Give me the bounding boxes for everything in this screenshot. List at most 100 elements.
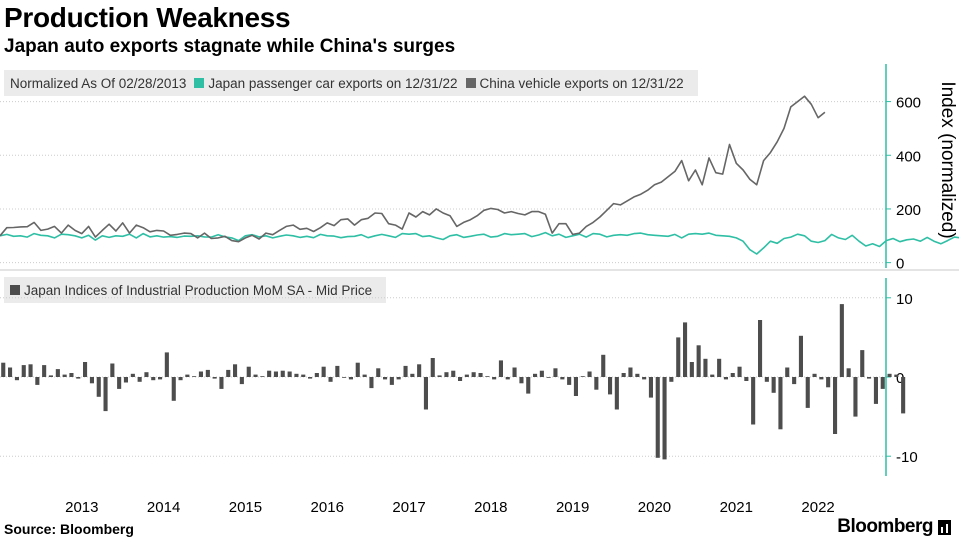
- x-tick-label-2019: 2019: [556, 499, 589, 516]
- x-tick-label-2013: 2013: [65, 499, 98, 516]
- ip-bar-39: [267, 370, 272, 377]
- ip-bar-54: [369, 377, 374, 389]
- ip-bar-83: [567, 377, 572, 385]
- ip-bar-101: [689, 362, 694, 377]
- ip-bar-55: [376, 368, 381, 377]
- ip-bar-76: [519, 377, 524, 384]
- ip-bar-12: [83, 362, 88, 377]
- ip-bar-56: [383, 377, 388, 380]
- ip-bar-127: [867, 377, 872, 379]
- top-y-axis-label: Index (normalized): [937, 81, 958, 238]
- ip-bar-91: [621, 373, 626, 377]
- ip-bar-122: [833, 377, 838, 434]
- ip-bar-0: [1, 362, 6, 377]
- ip-bar-16: [110, 363, 115, 377]
- legend-normalized-note: Normalized As Of 02/28/2013: [10, 75, 187, 91]
- ip-bar-43: [294, 373, 299, 377]
- ip-bar-8: [55, 369, 60, 377]
- ip-bar-88: [601, 354, 606, 377]
- x-tick-label-2021: 2021: [720, 499, 753, 516]
- ip-bar-125: [853, 377, 858, 417]
- ip-bar-120: [819, 377, 824, 380]
- ip-bar-119: [812, 373, 817, 377]
- ip-bar-62: [423, 377, 428, 410]
- ip-bar-130: [887, 373, 892, 377]
- series-line-china: [0, 95, 826, 243]
- ip-bar-44: [301, 374, 306, 377]
- ip-bar-110: [751, 377, 756, 425]
- legend-japan-exports: Japan passenger car exports on 12/31/22: [194, 76, 458, 91]
- x-tick-label-2020: 2020: [638, 499, 671, 516]
- ip-bar-72: [492, 377, 497, 380]
- ip-bar-117: [798, 335, 803, 377]
- ip-bar-3: [21, 365, 26, 377]
- ip-bar-99: [676, 337, 681, 377]
- ip-bar-63: [430, 358, 435, 377]
- ip-bar-1: [8, 367, 13, 377]
- bloomberg-logo-text: Bloomberg: [837, 516, 933, 537]
- ip-bar-113: [771, 377, 776, 393]
- top-y-tick-label-400: 400: [896, 148, 921, 165]
- ip-bar-9: [62, 374, 67, 377]
- bottom-y-tick-label-10: 10: [896, 291, 913, 308]
- ip-bar-118: [805, 377, 810, 408]
- ip-bar-124: [846, 368, 851, 377]
- ip-bar-34: [233, 364, 238, 377]
- ip-bar-109: [744, 377, 749, 381]
- ip-bar-26: [178, 377, 183, 381]
- ip-bar-19: [130, 373, 135, 377]
- ip-bar-40: [273, 371, 278, 377]
- ip-bar-75: [512, 367, 517, 377]
- legend-label-china: China vehicle exports on 12/31/22: [479, 75, 684, 91]
- ip-bar-59: [403, 365, 408, 377]
- ip-bar-29: [198, 371, 203, 377]
- ip-bar-73: [498, 360, 503, 377]
- legend-label-industrial-production: Japan Indices of Industrial Production M…: [24, 282, 373, 298]
- ip-bar-85: [580, 376, 585, 377]
- ip-bar-4: [28, 364, 33, 377]
- ip-bar-20: [137, 377, 142, 382]
- ip-bar-64: [437, 375, 442, 377]
- bloomberg-logo: Bloomberg: [837, 516, 951, 538]
- ip-bar-57: [389, 377, 394, 385]
- ip-bar-92: [628, 367, 633, 377]
- ip-bar-96: [655, 377, 660, 458]
- ip-bar-5: [35, 377, 40, 385]
- ip-bar-18: [123, 377, 128, 383]
- ip-bar-23: [158, 377, 163, 380]
- chart-title: Production Weakness: [4, 2, 291, 33]
- ip-bar-53: [362, 374, 367, 377]
- ip-bar-49: [335, 365, 340, 377]
- ip-bar-61: [417, 364, 422, 377]
- ip-bar-47: [321, 366, 326, 377]
- ip-bar-15: [103, 377, 108, 412]
- ip-bar-17: [117, 377, 122, 389]
- legend-china-exports: China vehicle exports on 12/31/22: [465, 75, 684, 91]
- ip-bar-90: [614, 377, 619, 410]
- ip-bar-102: [696, 345, 701, 377]
- ip-bar-103: [703, 358, 708, 377]
- x-tick-label-2014: 2014: [147, 499, 180, 516]
- ip-bar-51: [348, 377, 353, 380]
- ip-bar-6: [42, 365, 47, 377]
- bottom-legend: Japan Indices of Industrial Production M…: [4, 277, 387, 303]
- ip-bar-86: [587, 371, 592, 377]
- ip-bar-128: [873, 377, 878, 404]
- ip-bar-98: [669, 377, 674, 382]
- ip-bar-21: [144, 372, 149, 377]
- ip-bar-89: [608, 377, 613, 395]
- ip-bar-58: [396, 377, 401, 380]
- ip-bar-116: [792, 377, 797, 385]
- ip-bar-33: [226, 369, 231, 377]
- x-tick-label-2018: 2018: [474, 499, 507, 516]
- ip-bar-97: [662, 377, 667, 460]
- ip-bar-108: [737, 366, 742, 377]
- top-legend: Normalized As Of 02/28/2013 Japan passen…: [4, 70, 698, 96]
- ip-bar-84: [573, 377, 578, 396]
- bloomberg-terminal-icon: [938, 519, 951, 535]
- top-y-tick-label-200: 200: [896, 202, 921, 219]
- ip-bar-82: [560, 377, 565, 380]
- ip-bar-123: [839, 304, 844, 377]
- ip-bar-32: [219, 377, 224, 389]
